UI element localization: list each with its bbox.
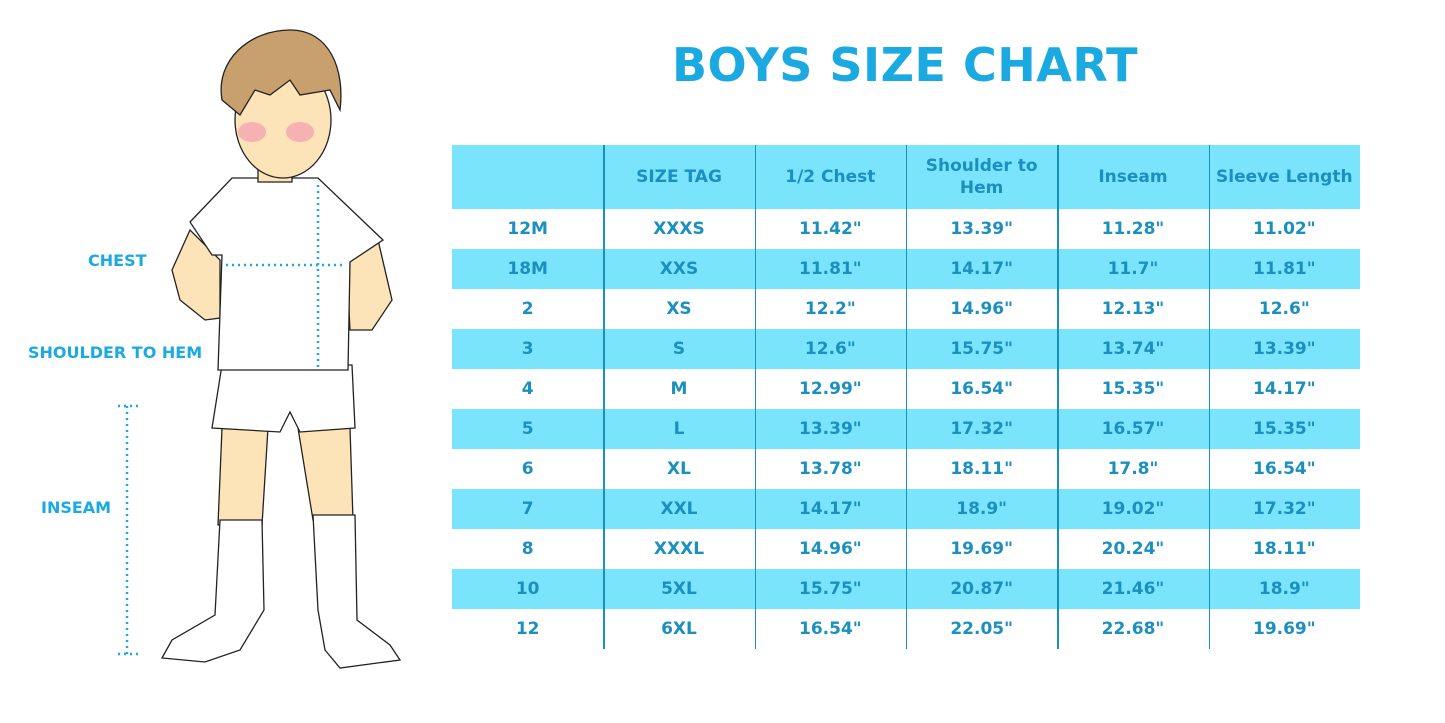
table-cell: 11.02" bbox=[1252, 219, 1316, 239]
table-cell: XXS bbox=[659, 259, 699, 279]
shoulder-to-hem-label: SHOULDER TO HEM bbox=[28, 343, 203, 362]
table-cell: 10 bbox=[515, 579, 540, 599]
table-cell: 12M bbox=[507, 219, 548, 239]
header-cell: 1/2 Chest bbox=[785, 167, 876, 187]
table-cell: 7 bbox=[521, 499, 534, 519]
table-cell: 13.78" bbox=[799, 459, 862, 479]
table-cell: 12.6" bbox=[804, 339, 856, 359]
table-cell: 13.39" bbox=[1252, 339, 1316, 359]
table-cell: 11.81" bbox=[1252, 259, 1316, 279]
table-cell: 18.9" bbox=[956, 499, 1008, 519]
table-cell: 3 bbox=[521, 339, 534, 359]
table-cell: 17.32" bbox=[950, 419, 1013, 439]
table-cell: 16.54" bbox=[950, 379, 1013, 399]
table-row: 8 XXXL 14.96" 19.69" 20.24" 18.11" bbox=[452, 529, 1360, 569]
table-cell: 20.87" bbox=[950, 579, 1013, 599]
table-cell: 16.57" bbox=[1101, 419, 1165, 439]
table-cell: 15.35" bbox=[1101, 379, 1165, 399]
table-cell: 15.35" bbox=[1252, 419, 1316, 439]
header-cell: Shoulder to Hem bbox=[925, 156, 1038, 198]
table-cell: 15.75" bbox=[950, 339, 1013, 359]
table-cell: 14.96" bbox=[799, 539, 862, 559]
table-cell: M bbox=[670, 379, 688, 399]
table-cell: S bbox=[672, 339, 686, 359]
header-cell: SIZE TAG bbox=[636, 167, 722, 187]
table-cell: 13.39" bbox=[950, 219, 1013, 239]
column-divider bbox=[1057, 145, 1059, 649]
table-cell: XL bbox=[667, 459, 691, 479]
table-cell: XXXS bbox=[653, 219, 705, 239]
table-cell: 14.96" bbox=[950, 299, 1013, 319]
table-cell: 18.11" bbox=[950, 459, 1013, 479]
column-divider bbox=[603, 145, 605, 649]
table-cell: 22.05" bbox=[950, 619, 1013, 639]
table-cell: 12.13" bbox=[1101, 299, 1165, 319]
table-cell: 6XL bbox=[661, 619, 697, 639]
table-cell: 14.17" bbox=[950, 259, 1013, 279]
table-cell: 18.9" bbox=[1258, 579, 1310, 599]
table-row: 12M XXXS 11.42" 13.39" 11.28" 11.02" bbox=[452, 209, 1360, 249]
table-cell: 17.8" bbox=[1107, 459, 1159, 479]
table-cell: 22.68" bbox=[1101, 619, 1165, 639]
column-divider bbox=[1208, 145, 1211, 649]
table-cell: 12.6" bbox=[1258, 299, 1310, 319]
chest-label: CHEST bbox=[88, 251, 147, 270]
table-cell: 11.81" bbox=[799, 259, 862, 279]
header-cell: Sleeve Length bbox=[1216, 167, 1353, 187]
size-table: SIZE TAG 1/2 Chest Shoulder to Hem Inseam Sl… bbox=[452, 145, 1360, 649]
table-cell: L bbox=[673, 419, 685, 439]
table-cell: 12.2" bbox=[804, 299, 856, 319]
table-cell: 21.46" bbox=[1101, 579, 1165, 599]
table-cell: 11.42" bbox=[799, 219, 862, 239]
table-cell: 19.69" bbox=[950, 539, 1013, 559]
header-cell bbox=[452, 145, 603, 209]
table-row: 4 M 12.99" 16.54" 15.35" 14.17" bbox=[452, 369, 1360, 409]
table-cell: 5 bbox=[521, 419, 534, 439]
table-cell: 19.69" bbox=[1252, 619, 1316, 639]
table-row: 12 6XL 16.54" 22.05" 22.68" 19.69" bbox=[452, 609, 1360, 649]
table-cell: XXL bbox=[660, 499, 698, 519]
table-cell: 20.24" bbox=[1101, 539, 1165, 559]
table-cell: 12 bbox=[515, 619, 540, 639]
page-title: BOYS SIZE CHART bbox=[671, 38, 1139, 92]
table-cell: 15.75" bbox=[799, 579, 862, 599]
table-cell: 17.32" bbox=[1252, 499, 1316, 519]
table-cell: 18.11" bbox=[1252, 539, 1316, 559]
table-cell: 14.17" bbox=[1252, 379, 1316, 399]
header-cell: Inseam bbox=[1098, 167, 1168, 187]
boy-illustration bbox=[118, 29, 402, 669]
table-cell: XS bbox=[666, 299, 692, 319]
table-cell: 5XL bbox=[661, 579, 697, 599]
column-divider bbox=[754, 145, 757, 649]
table-cell: 8 bbox=[521, 539, 534, 559]
table-cell: 16.54" bbox=[1252, 459, 1316, 479]
table-cell: 6 bbox=[521, 459, 534, 479]
table-cell: 18M bbox=[507, 259, 548, 279]
table-cell: 13.74" bbox=[1101, 339, 1165, 359]
table-cell: 2 bbox=[521, 299, 534, 319]
table-cell: 12.99" bbox=[799, 379, 862, 399]
table-cell: XXXL bbox=[653, 539, 705, 559]
table-cell: 19.02" bbox=[1101, 499, 1165, 519]
table-row: 6 XL 13.78" 18.11" 17.8" 16.54" bbox=[452, 449, 1360, 489]
inseam-label: INSEAM bbox=[41, 498, 112, 517]
table-row: 2 XS 12.2" 14.96" 12.13" 12.6" bbox=[452, 289, 1360, 329]
table-cell: 11.28" bbox=[1101, 219, 1165, 239]
column-divider bbox=[905, 145, 908, 649]
table-cell: 11.7" bbox=[1107, 259, 1159, 279]
table-cell: 14.17" bbox=[799, 499, 862, 519]
table-cell: 13.39" bbox=[799, 419, 862, 439]
table-cell: 16.54" bbox=[799, 619, 862, 639]
table-cell: 4 bbox=[521, 379, 534, 399]
